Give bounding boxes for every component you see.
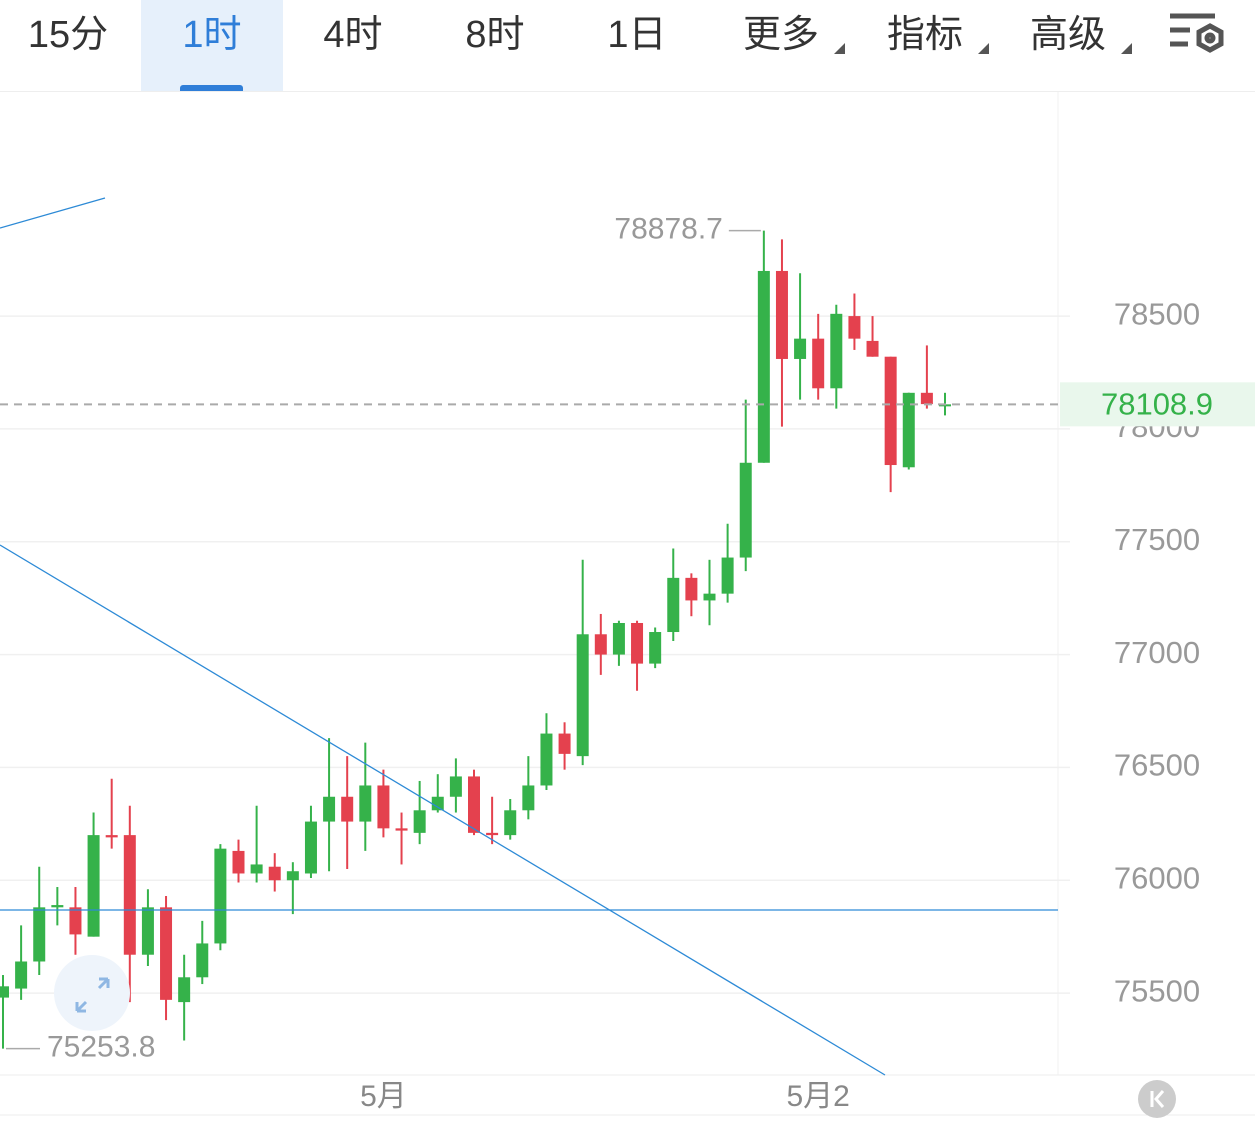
candle-body: [323, 796, 336, 822]
candle-body: [649, 632, 662, 664]
y-tick-label: 77500: [1114, 522, 1200, 557]
candle-body: [685, 577, 698, 601]
candle-body: [522, 785, 535, 811]
candle-body: [51, 905, 64, 908]
y-tick-label: 76000: [1114, 860, 1200, 895]
candle-body: [69, 907, 82, 935]
trend-lines: [0, 197, 1058, 1076]
candle-body: [848, 316, 861, 339]
candle-body: [667, 577, 680, 633]
current-price-tag: [1060, 382, 1255, 427]
candle-body: [939, 404, 951, 407]
y-tick-label: 76500: [1114, 748, 1200, 783]
toolbar: 15分 1时 4时 8时 1日 更多 指标 高级: [0, 0, 1255, 92]
dropdown-arrow: [978, 43, 989, 54]
y-tick-label: 78500: [1114, 296, 1200, 331]
candle-body: [504, 810, 517, 836]
y-tick-label: 75500: [1114, 973, 1200, 1008]
candle-body: [395, 828, 408, 831]
candle-body: [123, 835, 136, 955]
candle-body: [377, 785, 390, 829]
candle-body: [304, 821, 317, 874]
candle-body: [920, 392, 933, 405]
candle-body: [449, 776, 462, 797]
tab[interactable]: 4时: [323, 14, 383, 56]
candle-body: [794, 338, 807, 359]
candle-body: [884, 356, 897, 466]
tab[interactable]: 更多: [742, 14, 819, 56]
candle-body: [250, 864, 263, 874]
candle-body: [33, 907, 46, 962]
candle-body: [812, 338, 825, 389]
candle-body: [413, 810, 426, 833]
candle-body: [160, 907, 173, 1000]
candle-body: [468, 776, 480, 833]
current-price-label: 78108.9: [1101, 387, 1213, 422]
candle-body: [359, 785, 372, 822]
candle-body: [631, 622, 644, 664]
settings-icon[interactable]: [1170, 13, 1224, 53]
candle-body: [196, 943, 209, 978]
dropdown-arrow: [1121, 43, 1132, 54]
candle-body: [739, 462, 752, 558]
candle-body: [15, 961, 28, 989]
candle-body: [757, 270, 770, 463]
x-tick-label: 5月: [360, 1080, 407, 1113]
candle-body: [286, 871, 299, 881]
dropdown-arrow: [834, 43, 845, 54]
candle-body: [0, 986, 9, 998]
candle-body: [87, 835, 100, 937]
tab[interactable]: 1日: [607, 14, 667, 56]
tab-indicator: [180, 85, 243, 91]
min-label: 75253.8: [47, 1031, 155, 1064]
candle-body: [431, 796, 444, 811]
candle-body: [703, 593, 716, 601]
candle-body: [178, 977, 191, 1003]
tab[interactable]: 高级: [1029, 14, 1106, 56]
tab[interactable]: 8时: [465, 14, 525, 56]
candle-body: [866, 340, 879, 357]
max-label: 78878.7: [614, 213, 722, 246]
y-tick-label: 77000: [1114, 635, 1200, 670]
tab[interactable]: 指标: [886, 14, 963, 56]
candle-body: [141, 907, 154, 955]
x-tick-label: 5月2: [787, 1080, 850, 1113]
tab-active[interactable]: 1时: [141, 0, 283, 91]
candle-body: [105, 835, 118, 838]
candle-body: [214, 848, 227, 944]
candle-body: [341, 796, 354, 822]
candle-body: [268, 866, 281, 881]
candle-body: [540, 733, 553, 786]
candle-body: [775, 270, 788, 359]
candle-body: [902, 392, 915, 468]
back-to-latest-button[interactable]: [1138, 1080, 1176, 1118]
expand-button[interactable]: [54, 955, 130, 1031]
candle-body: [830, 313, 843, 389]
candle-body: [486, 832, 499, 836]
tab[interactable]: 15分: [27, 14, 109, 56]
candle-body: [612, 622, 625, 655]
candle-body: [558, 733, 571, 754]
candle-body: [594, 634, 607, 655]
candle-body: [721, 557, 734, 594]
candle-body: [576, 634, 589, 757]
candle-body: [232, 850, 245, 874]
